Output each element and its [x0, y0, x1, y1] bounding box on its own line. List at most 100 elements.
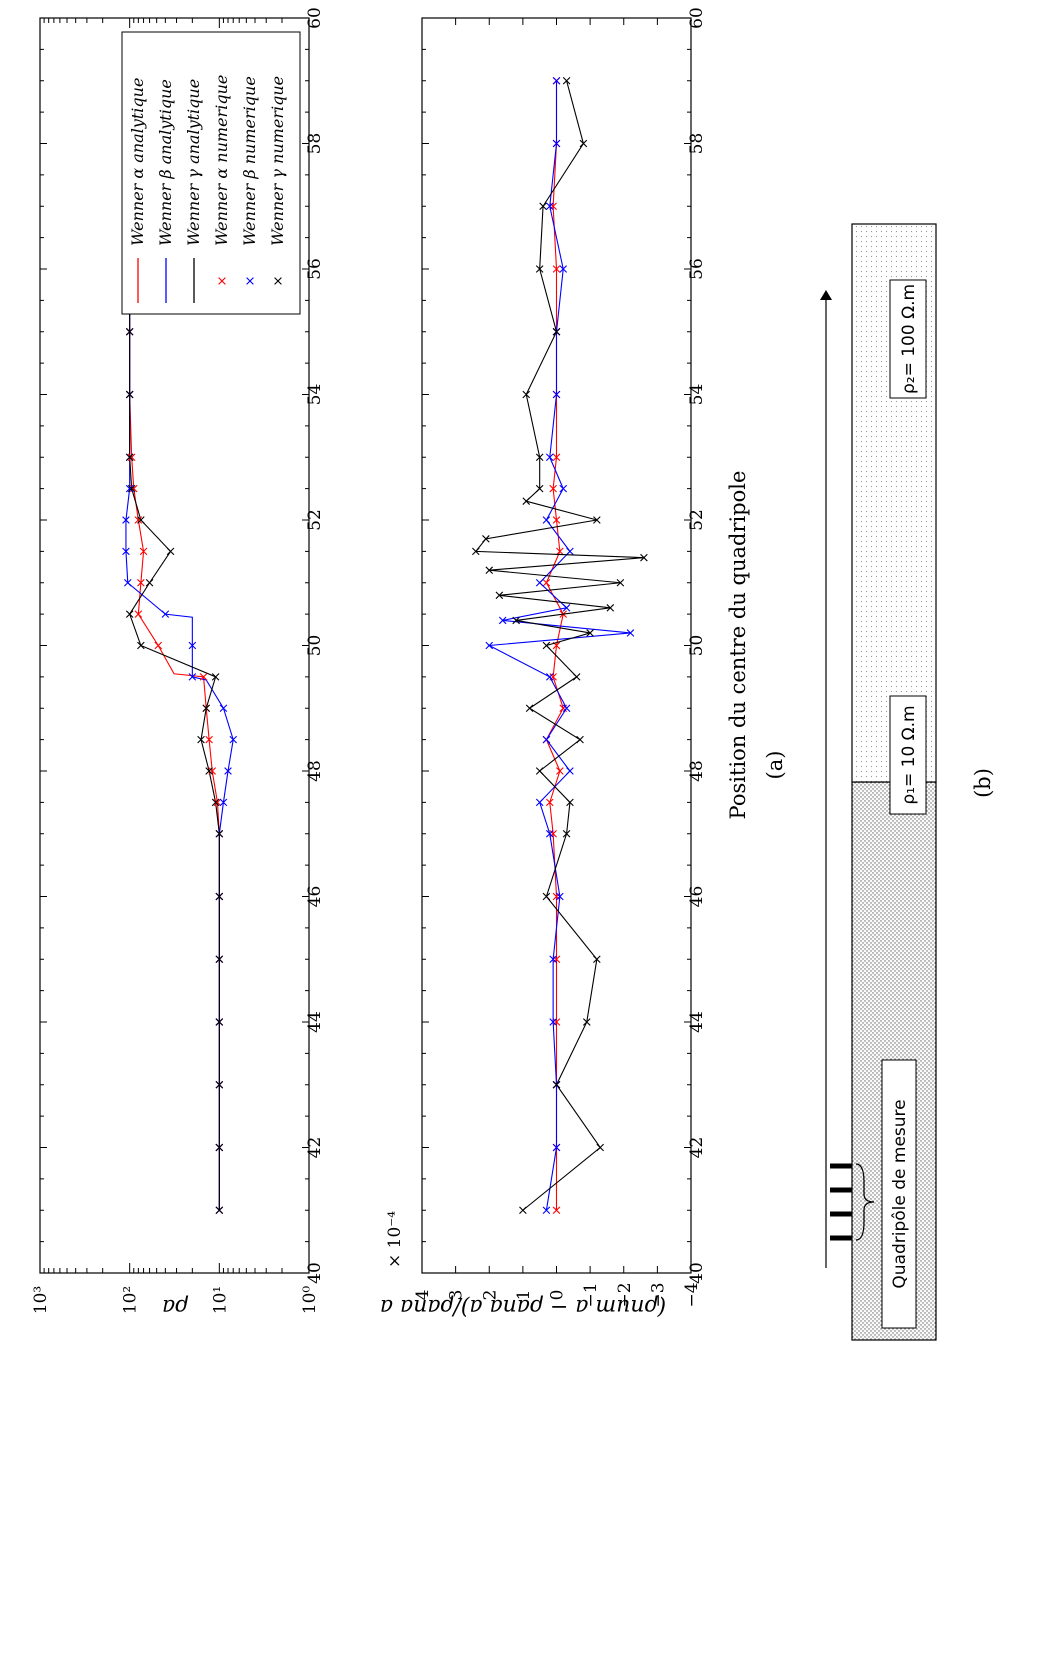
data-point-marker — [552, 265, 561, 273]
caption-a: (a) — [763, 751, 787, 780]
data-point-marker — [556, 892, 564, 901]
data-point-marker — [472, 547, 480, 556]
data-point-marker — [512, 616, 520, 625]
data-point-marker — [205, 767, 213, 775]
data-point-marker — [215, 892, 224, 901]
x-tick-label: 60 — [687, 7, 707, 29]
data-point-marker — [566, 767, 574, 775]
data-point-marker — [542, 892, 551, 901]
data-point-marker — [125, 484, 134, 493]
data-point-marker — [122, 516, 130, 524]
data-point-marker — [125, 610, 134, 618]
data-point-marker — [219, 798, 228, 807]
data-point-marker — [556, 767, 564, 775]
x-tick-label: 58 — [687, 133, 707, 155]
y-tick-label: 10⁰ — [300, 1286, 320, 1315]
arrow-head — [820, 290, 832, 300]
legend-label: Wenner γ analytique — [184, 79, 203, 246]
data-point-marker — [137, 516, 145, 524]
data-point-marker — [586, 629, 594, 637]
data-point-marker — [125, 453, 134, 462]
data-point-marker — [199, 673, 208, 681]
series-line — [545, 80, 564, 1211]
data-point-marker — [562, 829, 571, 838]
x-tick-label: 56 — [305, 258, 325, 280]
data-point-marker — [549, 829, 557, 838]
data-point-marker — [552, 1143, 561, 1152]
top-y-axis-label: ρa — [162, 1294, 189, 1319]
data-point-marker — [545, 202, 554, 211]
rho2-box — [889, 279, 927, 399]
x-tick-label: 42 — [687, 1137, 707, 1159]
data-point-marker — [127, 484, 136, 493]
data-point-marker — [552, 76, 561, 85]
data-point-marker — [562, 76, 571, 85]
x-tick-label: 54 — [687, 384, 707, 406]
data-point-marker — [522, 497, 531, 505]
data-point-marker — [224, 767, 232, 775]
x-tick-label: 48 — [687, 760, 707, 782]
data-point-marker — [215, 829, 224, 838]
legend-label: Wenner α numerique — [212, 75, 231, 246]
data-point-marker — [552, 1206, 561, 1215]
data-point-marker — [556, 547, 564, 556]
data-point-marker — [542, 516, 551, 524]
x-tick-label: 48 — [305, 760, 325, 782]
y-tick-label: 1 — [514, 1290, 534, 1301]
data-point-marker — [161, 610, 170, 618]
data-point-marker — [545, 829, 554, 838]
data-point-marker — [274, 277, 282, 285]
data-point-marker — [122, 547, 130, 556]
top-y-tick-labels: 10⁰ 10¹ 10² 10³ — [31, 1286, 320, 1315]
data-point-marker — [125, 390, 134, 399]
data-point-marker — [552, 139, 561, 148]
data-point-marker — [576, 735, 584, 744]
data-point-marker — [246, 277, 254, 285]
x-tick-label: 54 — [305, 384, 325, 406]
data-point-marker — [549, 484, 557, 493]
data-point-marker — [545, 798, 554, 807]
rho2-label: ρ₂= 100 Ω.m — [899, 284, 919, 394]
y-tick-label: 4 — [413, 1290, 433, 1301]
bottom-y-axis-label: (ρnum a − ρana a)/ρana a — [380, 1294, 666, 1319]
data-point-marker — [562, 604, 571, 612]
data-point-marker — [145, 578, 154, 587]
top-ticks — [40, 17, 310, 1274]
data-point-marker — [640, 553, 648, 562]
top-x-tick-labels: 40 42 44 46 48 50 52 54 56 58 60 — [305, 7, 325, 1284]
data-point-marker — [134, 516, 143, 524]
data-point-marker — [549, 1018, 557, 1026]
data-point-marker — [205, 735, 213, 744]
data-point-marker — [215, 1080, 224, 1089]
electrodes — [830, 1163, 852, 1241]
x-tick-label: 42 — [305, 1137, 325, 1159]
top-series-group — [122, 76, 238, 1215]
data-point-marker — [593, 516, 601, 524]
data-point-marker — [197, 735, 205, 744]
data-point-marker — [154, 641, 163, 650]
data-point-marker — [137, 641, 145, 650]
electrode-brace — [855, 1163, 875, 1241]
data-point-marker — [559, 484, 568, 493]
bottom-ticks — [421, 17, 692, 1274]
data-point-marker — [535, 265, 544, 273]
data-point-marker — [552, 955, 561, 964]
data-point-marker — [566, 547, 574, 556]
x-tick-label: 46 — [687, 886, 707, 908]
y-tick-label: −3 — [648, 1282, 668, 1307]
data-point-marker — [498, 616, 507, 625]
x-tick-label: 56 — [687, 258, 707, 280]
data-point-marker — [218, 277, 226, 285]
y-tick-label: −1 — [581, 1282, 601, 1307]
bottom-y-tick-labels: −4 −3 −2 −1 0 1 2 3 4 — [413, 1282, 702, 1307]
data-point-marker — [572, 673, 581, 681]
data-point-marker — [542, 641, 551, 650]
legend-items: Wenner α analytique Wenner β analytique We… — [128, 75, 287, 303]
data-point-marker — [202, 704, 211, 713]
data-point-marker — [552, 327, 561, 336]
y-tick-label: 10² — [121, 1286, 141, 1314]
legend-box — [121, 31, 301, 315]
data-point-marker — [552, 453, 561, 462]
x-tick-label: 44 — [687, 1011, 707, 1033]
data-point-marker — [549, 955, 557, 964]
